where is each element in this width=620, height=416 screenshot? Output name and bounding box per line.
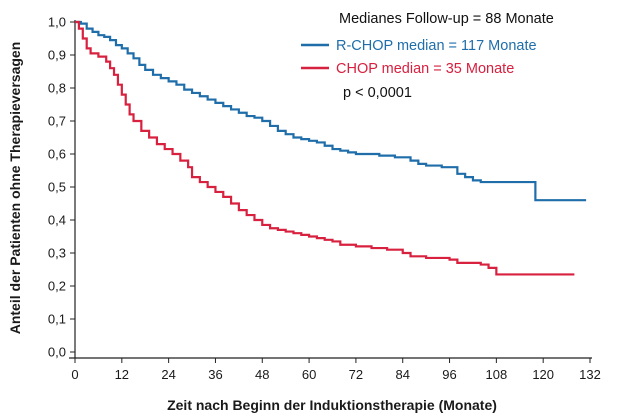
x-tick-label: 108 bbox=[486, 367, 508, 382]
x-tick-label: 120 bbox=[532, 367, 554, 382]
follow-up-annotation: Medianes Follow-up = 88 Monate bbox=[339, 11, 554, 27]
y-axis-ticks: 0,0 0,1 0,2 0,3 0,4 0,5 0,6 0,7 0,8 0,9 1,0 bbox=[48, 15, 75, 360]
y-tick-label: 0,5 bbox=[48, 180, 66, 195]
y-tick-label: 0,4 bbox=[48, 213, 66, 228]
x-tick-label: 0 bbox=[71, 367, 78, 382]
p-value-annotation: p < 0,0001 bbox=[343, 85, 412, 101]
y-tick-label: 0,0 bbox=[48, 345, 66, 360]
x-tick-label: 24 bbox=[161, 367, 175, 382]
x-axis-title: Zeit nach Beginn der Induktionstherapie … bbox=[167, 397, 497, 413]
y-tick-label: 0,9 bbox=[48, 48, 66, 63]
y-tick-label: 0,6 bbox=[48, 147, 66, 162]
y-tick-label: 0,7 bbox=[48, 114, 66, 129]
series-lines bbox=[75, 20, 587, 276]
x-tick-label: 60 bbox=[302, 367, 316, 382]
y-axis-title: Anteil der Patienten ohne Therapieversag… bbox=[7, 42, 23, 335]
y-tick-label: 0,8 bbox=[48, 81, 66, 96]
x-axis-ticks: 0 12 24 36 48 60 72 84 96 108 120 132 bbox=[71, 358, 601, 382]
legend-label-chop: CHOP median = 35 Monate bbox=[336, 61, 514, 77]
y-tick-label: 0,3 bbox=[48, 246, 66, 261]
legend-label-rchop: R-CHOP median = 117 Monate bbox=[336, 38, 537, 54]
y-tick-label: 0,1 bbox=[48, 312, 66, 327]
series-line-rchop bbox=[75, 20, 587, 202]
series-line-chop bbox=[75, 20, 575, 276]
x-tick-label: 36 bbox=[208, 367, 222, 382]
x-tick-label: 84 bbox=[395, 367, 409, 382]
x-tick-label: 132 bbox=[579, 367, 601, 382]
x-tick-label: 96 bbox=[442, 367, 456, 382]
x-tick-label: 12 bbox=[115, 367, 129, 382]
y-tick-label: 0,2 bbox=[48, 279, 66, 294]
y-tick-label: 1,0 bbox=[48, 15, 66, 30]
x-tick-label: 48 bbox=[255, 367, 269, 382]
axes bbox=[69, 20, 592, 359]
x-tick-label: 72 bbox=[349, 367, 363, 382]
